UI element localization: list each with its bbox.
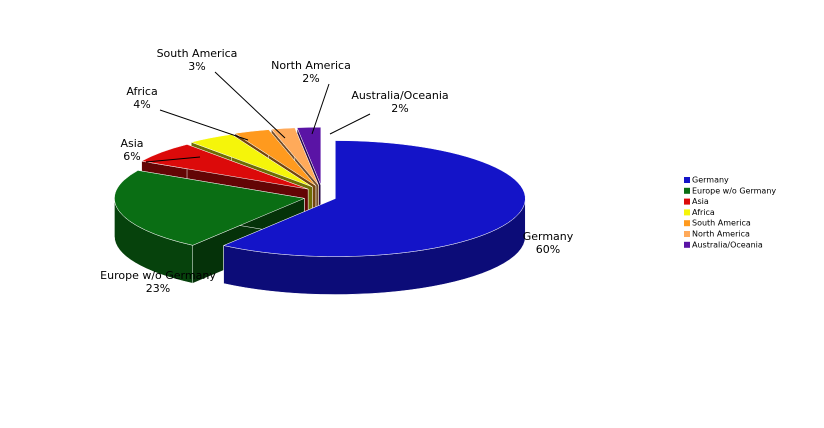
slice-label: North America [271, 59, 351, 72]
legend-swatch [684, 177, 690, 183]
legend-label: Asia [692, 197, 709, 206]
slice-label: Europe w/o Germany [100, 269, 216, 282]
slice-top [270, 127, 319, 186]
slice-value-label: 2% [391, 102, 408, 115]
slice-top [222, 140, 526, 257]
legend-swatch [684, 220, 690, 227]
legend-label: North America [692, 230, 750, 239]
legend-swatch [684, 187, 690, 194]
legend-swatch [684, 198, 690, 205]
leader-line [145, 156, 201, 163]
slice-top [234, 129, 317, 187]
slice-value-label: 2% [302, 72, 319, 85]
slice-top [296, 126, 322, 186]
legend-swatch [684, 231, 690, 237]
legend-swatch [684, 209, 690, 216]
slice-top [114, 170, 306, 246]
legend-label: Germany [692, 176, 729, 185]
slice-value-label: 3% [188, 60, 205, 73]
legend-label: Africa [692, 208, 715, 217]
slice-value-label: 23% [146, 282, 170, 295]
legend-swatch [684, 241, 690, 248]
legend-label: Australia/Oceania [692, 240, 763, 249]
pie-slice [222, 140, 526, 295]
slice-value-label: 6% [123, 150, 140, 163]
slice-label: Africa [126, 85, 157, 98]
slice-label: Germany [523, 230, 574, 243]
leader-line [214, 71, 286, 139]
slice-label: South America [157, 47, 238, 60]
slice-value-label: 60% [536, 243, 560, 256]
slice-label: Asia [120, 137, 143, 150]
leader-line [311, 83, 330, 135]
legend-label: Europe w/o Germany [692, 186, 776, 195]
slice-top [140, 144, 309, 190]
slice-label: Australia/Oceania [351, 89, 448, 102]
legend-label: South America [692, 219, 751, 228]
leader-line [329, 113, 371, 135]
leader-line [159, 109, 249, 141]
slice-value-label: 4% [133, 98, 150, 111]
